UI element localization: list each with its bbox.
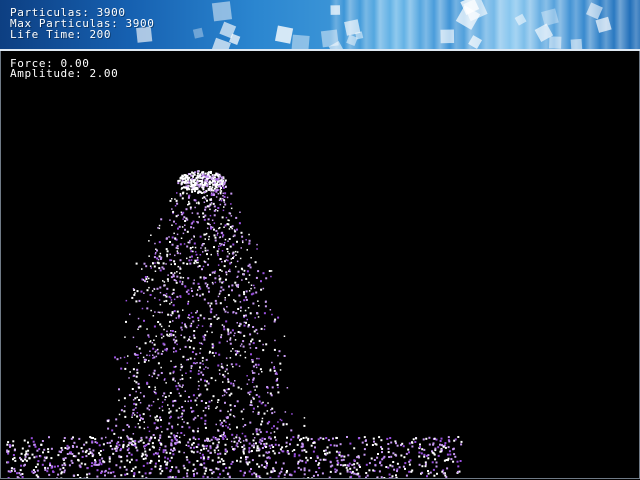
banner-square <box>320 29 339 48</box>
max-particles-label: Max Particulas: 3900 <box>10 17 155 30</box>
banner-square <box>595 16 612 33</box>
header-banner: Particulas: 3900 Max Particulas: 3900 Li… <box>0 0 640 49</box>
banner-square <box>344 19 361 36</box>
banner-square <box>534 23 554 42</box>
banner-square <box>291 34 310 49</box>
life-time-label: Life Time: 200 <box>10 28 112 41</box>
banner-square <box>468 35 483 49</box>
banner-square <box>346 34 358 47</box>
banner-square <box>440 29 455 44</box>
banner-decoration <box>136 0 612 49</box>
particle-fountain <box>6 170 463 479</box>
banner-square <box>219 21 237 39</box>
banner-square <box>570 38 583 49</box>
banner-square <box>330 5 341 15</box>
banner-square <box>460 0 480 15</box>
banner-square <box>192 27 204 39</box>
banner-square <box>549 36 562 49</box>
particle-count-label: Particulas: 3900 <box>10 6 126 19</box>
banner-divider <box>0 49 640 51</box>
banner-square <box>211 1 233 22</box>
banner-square <box>274 25 294 44</box>
banner-square <box>455 5 481 30</box>
force-label: Force: 0.00 <box>10 57 90 70</box>
banner-square <box>514 13 527 26</box>
particle-viewport[interactable]: Force: 0.00 Amplitude: 2.00 <box>1 51 639 479</box>
banner-square <box>328 41 345 49</box>
banner-square <box>210 37 231 49</box>
amplitude-label: Amplitude: 2.00 <box>10 67 119 80</box>
banner-square <box>136 26 153 43</box>
banner-square <box>541 8 559 27</box>
banner-square <box>585 2 603 20</box>
